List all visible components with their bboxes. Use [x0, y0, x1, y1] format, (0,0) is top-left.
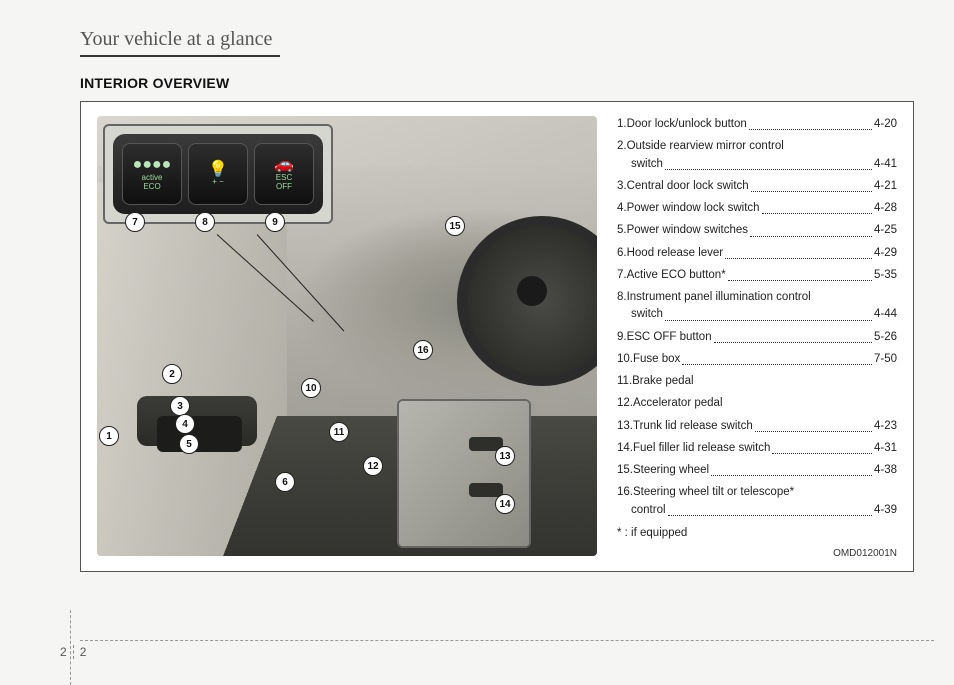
image-code: OMD012001N — [617, 546, 897, 561]
chapter-title: Your vehicle at a glance — [80, 28, 280, 57]
active-eco-button-graphic: ●●●● active ECO — [122, 143, 182, 205]
callout-badge-8: 8 — [195, 212, 215, 232]
callout-badge-4: 4 — [175, 414, 195, 434]
section-title: INTERIOR OVERVIEW — [80, 75, 914, 91]
callout-badge-7: 7 — [125, 212, 145, 232]
car-skid-icon: 🚗 — [274, 156, 294, 174]
ref-item: 8. Instrument panel illumination control… — [617, 289, 897, 324]
callout-badge-11: 11 — [329, 422, 349, 442]
ref-item: 16. Steering wheel tilt or telescope*con… — [617, 484, 897, 519]
ref-item: 12. Accelerator pedal — [617, 395, 897, 412]
ref-item: 2. Outside rearview mirror controlswitch… — [617, 138, 897, 173]
release-lever-inset — [397, 399, 531, 548]
bulb-icon: 💡 — [208, 161, 228, 179]
eco-icon: ●●●● — [133, 156, 172, 174]
ref-item: 10. Fuse box 7-50 — [617, 351, 897, 368]
callout-badge-13: 13 — [495, 446, 515, 466]
callout-badge-12: 12 — [363, 456, 383, 476]
ref-item: 5. Power window switches 4-25 — [617, 222, 897, 239]
ref-item: 13. Trunk lid release switch 4-23 — [617, 418, 897, 435]
interior-diagram: ●●●● active ECO 💡 + − 🚗 ESC OFF — [97, 116, 597, 556]
esc-off-button-graphic: 🚗 ESC OFF — [254, 143, 314, 205]
callout-badge-2: 2 — [162, 364, 182, 384]
ref-item: 3. Central door lock switch 4-21 — [617, 178, 897, 195]
release-lever-graphic — [469, 483, 503, 497]
ref-item: 1. Door lock/unlock button 4-20 — [617, 116, 897, 133]
ref-item: 6. Hood release lever 4-29 — [617, 245, 897, 262]
ref-item: 14. Fuel filler lid release switch 4-31 — [617, 440, 897, 457]
page-number: 2 2 — [60, 645, 86, 659]
callout-badge-9: 9 — [265, 212, 285, 232]
content-box: ●●●● active ECO 💡 + − 🚗 ESC OFF — [80, 101, 914, 572]
button-panel-inset: ●●●● active ECO 💡 + − 🚗 ESC OFF — [103, 124, 333, 224]
footer-dash-horizontal — [80, 640, 934, 641]
callout-badge-16: 16 — [413, 340, 433, 360]
footnote: * : if equipped — [617, 525, 897, 542]
callout-badge-5: 5 — [179, 434, 199, 454]
ref-item: 9. ESC OFF button 5-26 — [617, 329, 897, 346]
reference-list: 1. Door lock/unlock button 4-20 2. Outsid… — [617, 116, 897, 561]
ref-item: 7. Active ECO button* 5-35 — [617, 267, 897, 284]
callout-badge-6: 6 — [275, 472, 295, 492]
callout-badge-15: 15 — [445, 216, 465, 236]
callout-badge-3: 3 — [170, 396, 190, 416]
ref-item: 4. Power window lock switch 4-28 — [617, 200, 897, 217]
callout-badge-14: 14 — [495, 494, 515, 514]
illumination-button-graphic: 💡 + − — [188, 143, 248, 205]
ref-item: 15. Steering wheel 4-38 — [617, 462, 897, 479]
callout-badge-1: 1 — [99, 426, 119, 446]
callout-badge-10: 10 — [301, 378, 321, 398]
ref-item: 11. Brake pedal — [617, 373, 897, 390]
